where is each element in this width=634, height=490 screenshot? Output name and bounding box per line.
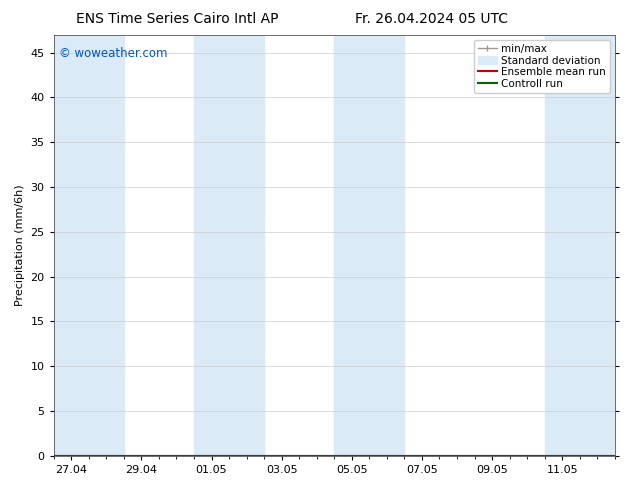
Text: Fr. 26.04.2024 05 UTC: Fr. 26.04.2024 05 UTC (354, 12, 508, 26)
Bar (545, 35, 615, 456)
Text: © woweather.com: © woweather.com (60, 47, 168, 60)
Bar (54, 35, 124, 456)
Legend: min/max, Standard deviation, Ensemble mean run, Controll run: min/max, Standard deviation, Ensemble me… (474, 40, 610, 93)
Y-axis label: Precipitation (mm/6h): Precipitation (mm/6h) (15, 184, 25, 306)
Bar (194, 35, 264, 456)
Text: ENS Time Series Cairo Intl AP: ENS Time Series Cairo Intl AP (76, 12, 279, 26)
Bar (334, 35, 404, 456)
